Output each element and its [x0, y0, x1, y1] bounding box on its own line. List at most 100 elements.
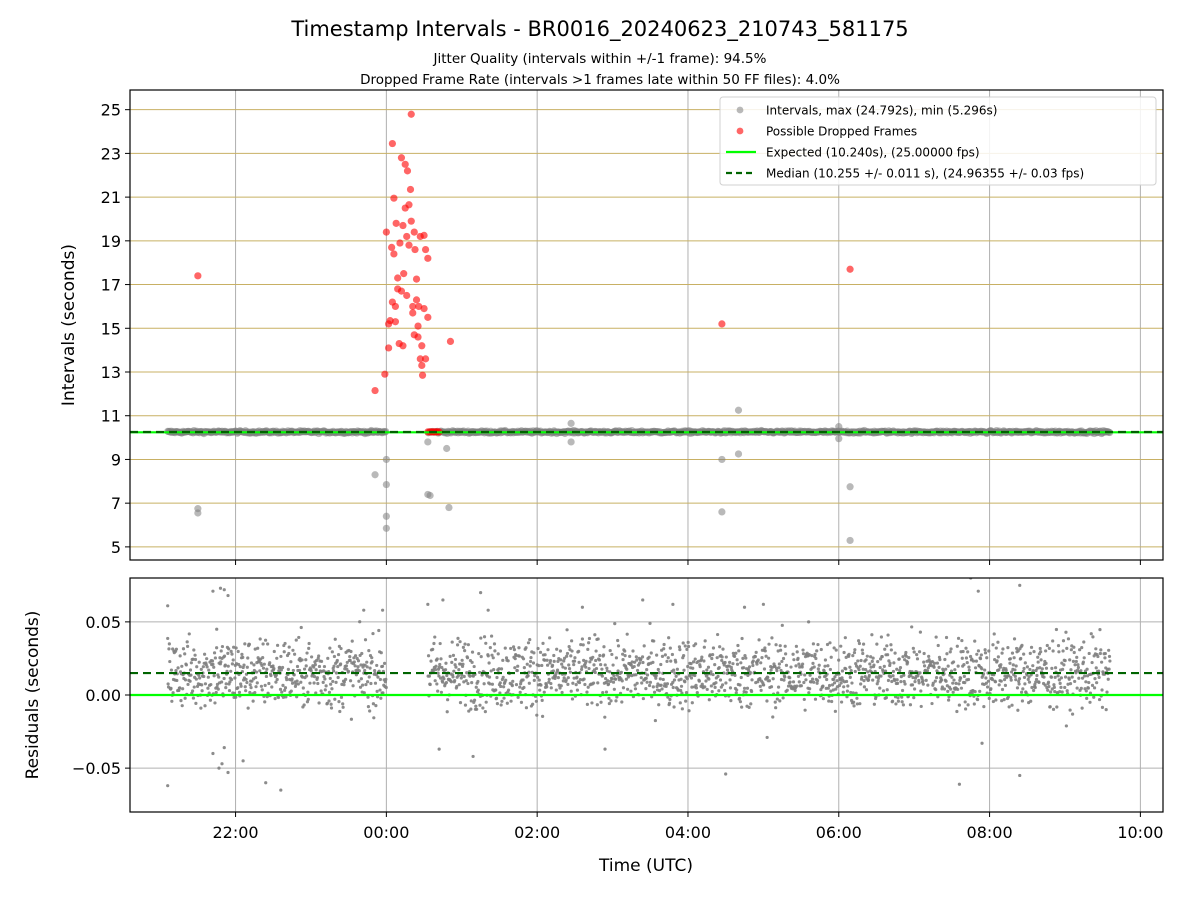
intervals-outlier-15: [718, 508, 726, 516]
residuals-point-932: [594, 658, 598, 663]
dropped-frame-point-36: [410, 228, 418, 236]
residuals-point-214: [254, 670, 259, 674]
residuals-point-1612: [876, 659, 880, 664]
residuals-point-875: [570, 649, 574, 653]
residuals-point-385: [325, 701, 329, 705]
residuals-point-1614: [876, 676, 881, 680]
residuals-point-1055: [645, 668, 649, 672]
residuals-point-191: [245, 680, 249, 685]
residuals-point-1935: [1010, 670, 1014, 674]
residuals-point-1435: [802, 697, 806, 702]
residuals-point-1452: [809, 680, 813, 684]
residuals-point-61: [191, 657, 195, 661]
residuals-point-1064: [648, 680, 653, 684]
residuals-point-1467: [815, 678, 820, 683]
residuals-point-1562: [855, 696, 859, 700]
residuals-point-1283: [739, 675, 743, 680]
residuals-point-206: [251, 699, 255, 703]
residuals-point-977: [612, 687, 616, 691]
residuals-point-708: [501, 658, 505, 662]
residuals-point-873: [569, 689, 573, 693]
residuals-point-274: [279, 668, 283, 672]
dropped-frame-point-45: [416, 355, 424, 363]
residuals-point-1949: [1015, 686, 1020, 690]
dropped-frame-point-14: [392, 219, 400, 227]
residuals-point-1017: [629, 689, 633, 693]
residuals-point-559: [439, 657, 443, 661]
residuals-point-937: [596, 681, 600, 685]
residuals-point-727: [509, 646, 513, 651]
residuals-point-115: [213, 656, 217, 660]
residuals-point-760: [522, 666, 526, 670]
residuals-point-378: [322, 664, 327, 669]
residuals-point-263: [275, 656, 279, 660]
residuals-point-1989: [1032, 650, 1036, 654]
residuals-point-678: [488, 646, 492, 650]
residuals-point-1408: [791, 652, 795, 656]
residuals-point-825: [549, 686, 553, 690]
residuals-point-1219: [713, 663, 717, 667]
residuals-point-783: [532, 651, 536, 655]
residuals-point-382: [324, 684, 328, 688]
residuals-point-509: [377, 628, 381, 633]
residuals-point-868: [567, 645, 571, 649]
residuals-point-1830: [966, 703, 970, 707]
residuals-point-1437: [803, 708, 807, 712]
residuals-point-1698: [911, 646, 915, 650]
residuals-point-1312: [751, 659, 755, 663]
residuals-point-1013: [627, 673, 631, 677]
residuals-point-1291: [742, 686, 747, 690]
residuals-point-440: [348, 658, 352, 662]
residuals-point-358: [314, 668, 318, 672]
residuals-point-603: [457, 683, 461, 687]
intervals-outlier-1: [194, 509, 202, 517]
residuals-point-955: [603, 663, 607, 667]
residuals-point-916: [587, 666, 591, 671]
residuals-point-2017: [1044, 649, 1048, 653]
residuals-point-1962: [1021, 687, 1025, 691]
residuals-point-1774: [943, 657, 947, 662]
residuals-point-1493: [826, 686, 830, 690]
residuals-point-2052: [1058, 681, 1062, 685]
residuals-point-1511: [834, 687, 838, 691]
residuals-point-1355: [769, 668, 773, 672]
residuals-point-1084: [657, 703, 661, 707]
residuals-outlier-32: [957, 782, 962, 786]
residuals-point-402: [332, 654, 337, 659]
residuals-point-2120: [1086, 686, 1090, 690]
residuals-point-1014: [628, 654, 632, 658]
residuals-point-869: [567, 666, 572, 671]
residuals-point-47: [185, 640, 189, 644]
residuals-point-1508: [832, 681, 837, 685]
residuals-point-2129: [1090, 660, 1094, 665]
residuals-point-1294: [744, 656, 748, 660]
residuals-point-2163: [1104, 708, 1108, 712]
residuals-point-1646: [890, 679, 894, 684]
residuals-point-747: [517, 646, 521, 650]
residuals-point-287: [285, 678, 289, 682]
residuals-marks: [130, 578, 1163, 792]
residuals-point-322: [299, 625, 303, 630]
residuals-point-411: [336, 675, 340, 680]
residuals-point-1080: [655, 684, 659, 689]
residuals-point-546: [434, 668, 438, 672]
residuals-point-1821: [962, 674, 966, 678]
residuals-outlier-21: [471, 754, 475, 759]
dropped-frame-point-12: [391, 302, 400, 311]
residuals-point-1724: [922, 651, 926, 656]
residuals-point-1628: [882, 664, 886, 668]
residuals-point-1421: [796, 674, 801, 679]
residuals-point-1756: [935, 661, 939, 665]
residuals-point-504: [375, 663, 379, 668]
residuals-point-2075: [1068, 658, 1072, 662]
intervals-y-axis-label: Intervals (seconds): [59, 244, 79, 406]
residuals-point-1643: [888, 675, 893, 679]
residuals-point-560: [439, 690, 444, 694]
residuals-point-2138: [1094, 647, 1098, 651]
residuals-point-1706: [915, 653, 919, 657]
residuals-point-851: [560, 690, 564, 695]
residuals-point-1417: [795, 684, 799, 688]
residuals-point-790: [535, 713, 539, 717]
residuals-point-1650: [891, 669, 896, 674]
residuals-point-2055: [1059, 676, 1063, 680]
